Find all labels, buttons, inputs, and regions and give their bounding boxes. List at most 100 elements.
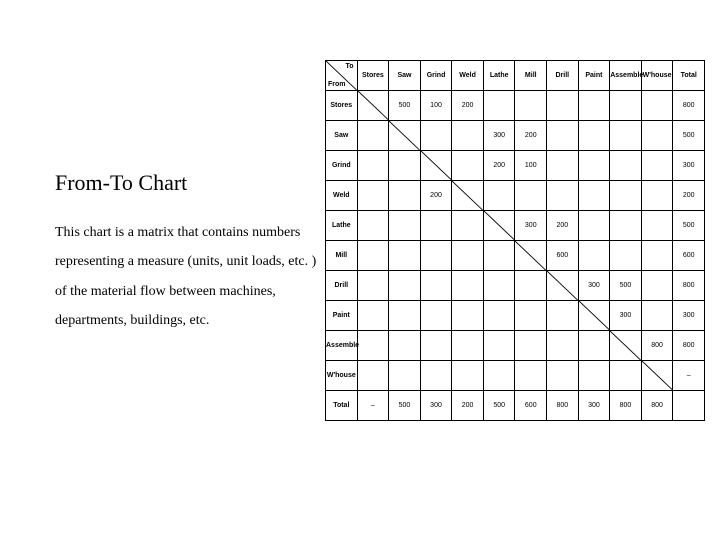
corner-to-label: To bbox=[346, 63, 354, 70]
row-header: Mill bbox=[326, 241, 358, 271]
table-cell bbox=[515, 91, 547, 121]
table-cell: 300 bbox=[610, 301, 642, 331]
table-cell bbox=[389, 181, 421, 211]
table-cell bbox=[389, 151, 421, 181]
table-cell bbox=[420, 241, 452, 271]
table-cell bbox=[452, 331, 484, 361]
table-cell bbox=[610, 121, 642, 151]
table-cell bbox=[578, 331, 610, 361]
table-cell: 100 bbox=[515, 151, 547, 181]
table-cell bbox=[389, 331, 421, 361]
col-header: Paint bbox=[578, 61, 610, 91]
col-header: Saw bbox=[389, 61, 421, 91]
table-cell bbox=[547, 331, 579, 361]
table-cell bbox=[578, 301, 610, 331]
table-cell bbox=[641, 301, 673, 331]
table-cell: 300 bbox=[578, 391, 610, 421]
table-row: Stores 500100200 800 bbox=[326, 91, 705, 121]
table-row: Lathe300200500 bbox=[326, 211, 705, 241]
table-cell bbox=[610, 331, 642, 361]
table-cell bbox=[515, 331, 547, 361]
table-cell: 300 bbox=[420, 391, 452, 421]
table-cell bbox=[483, 301, 515, 331]
table-cell bbox=[357, 211, 389, 241]
row-header: Saw bbox=[326, 121, 358, 151]
table-cell bbox=[357, 301, 389, 331]
table-row: Paint300300 bbox=[326, 301, 705, 331]
table-cell bbox=[452, 181, 484, 211]
row-header: Total bbox=[326, 391, 358, 421]
table-cell bbox=[578, 181, 610, 211]
text-block: From-To Chart This chart is a matrix tha… bbox=[55, 170, 325, 336]
table-cell bbox=[452, 121, 484, 151]
row-header: Weld bbox=[326, 181, 358, 211]
table-cell bbox=[483, 331, 515, 361]
table-cell: 200 bbox=[452, 91, 484, 121]
table-cell: – bbox=[357, 391, 389, 421]
table-cell bbox=[515, 181, 547, 211]
table-cell bbox=[452, 211, 484, 241]
table-cell bbox=[673, 391, 705, 421]
col-header: Drill bbox=[547, 61, 579, 91]
table-cell: 200 bbox=[483, 151, 515, 181]
table-cell: 200 bbox=[547, 211, 579, 241]
table-cell bbox=[515, 271, 547, 301]
table-cell bbox=[547, 151, 579, 181]
table-cell bbox=[357, 181, 389, 211]
table-row: Total–500300200500600800300800800 bbox=[326, 391, 705, 421]
table-cell: 800 bbox=[610, 391, 642, 421]
table-cell bbox=[483, 211, 515, 241]
corner-from-label: From bbox=[328, 81, 346, 88]
row-header: Stores bbox=[326, 91, 358, 121]
table-row: Mill600600 bbox=[326, 241, 705, 271]
table-cell bbox=[641, 211, 673, 241]
row-header: Drill bbox=[326, 271, 358, 301]
table-cell bbox=[483, 181, 515, 211]
table-cell: 200 bbox=[452, 391, 484, 421]
table-cell: 300 bbox=[578, 271, 610, 301]
table-cell bbox=[389, 361, 421, 391]
table-cell bbox=[641, 121, 673, 151]
table-cell bbox=[483, 361, 515, 391]
table-cell: 800 bbox=[673, 91, 705, 121]
description: This chart is a matrix that contains num… bbox=[55, 218, 325, 336]
table-cell bbox=[578, 151, 610, 181]
table-cell: 500 bbox=[673, 211, 705, 241]
page-title: From-To Chart bbox=[55, 170, 325, 196]
table-row: W'house– bbox=[326, 361, 705, 391]
table-cell bbox=[420, 211, 452, 241]
col-header: Lathe bbox=[483, 61, 515, 91]
table-cell bbox=[357, 361, 389, 391]
table-cell bbox=[515, 241, 547, 271]
table-cell: 600 bbox=[547, 241, 579, 271]
header-row: To From Stores Saw Grind Weld Lathe Mill… bbox=[326, 61, 705, 91]
table-cell bbox=[610, 361, 642, 391]
table-cell bbox=[641, 241, 673, 271]
table-row: Drill300500800 bbox=[326, 271, 705, 301]
table-cell: 500 bbox=[389, 391, 421, 421]
from-to-chart: To From Stores Saw Grind Weld Lathe Mill… bbox=[325, 60, 705, 421]
table-row: Grind200100300 bbox=[326, 151, 705, 181]
table-cell bbox=[420, 121, 452, 151]
table-cell: 200 bbox=[420, 181, 452, 211]
table-cell bbox=[357, 331, 389, 361]
col-header: Assemble bbox=[610, 61, 642, 91]
corner-cell: To From bbox=[326, 61, 358, 91]
col-header: W'house bbox=[641, 61, 673, 91]
table-cell bbox=[578, 361, 610, 391]
table-cell bbox=[420, 331, 452, 361]
table-cell bbox=[610, 181, 642, 211]
table-cell bbox=[578, 241, 610, 271]
table-cell bbox=[357, 91, 389, 121]
table-cell bbox=[641, 91, 673, 121]
table-cell bbox=[641, 151, 673, 181]
table-cell: 300 bbox=[673, 301, 705, 331]
table-cell: 200 bbox=[673, 181, 705, 211]
col-header: Weld bbox=[452, 61, 484, 91]
table-cell bbox=[452, 151, 484, 181]
table-cell: 100 bbox=[420, 91, 452, 121]
table-cell: 800 bbox=[641, 331, 673, 361]
table-cell bbox=[547, 121, 579, 151]
table-cell: 500 bbox=[389, 91, 421, 121]
table-cell bbox=[452, 361, 484, 391]
